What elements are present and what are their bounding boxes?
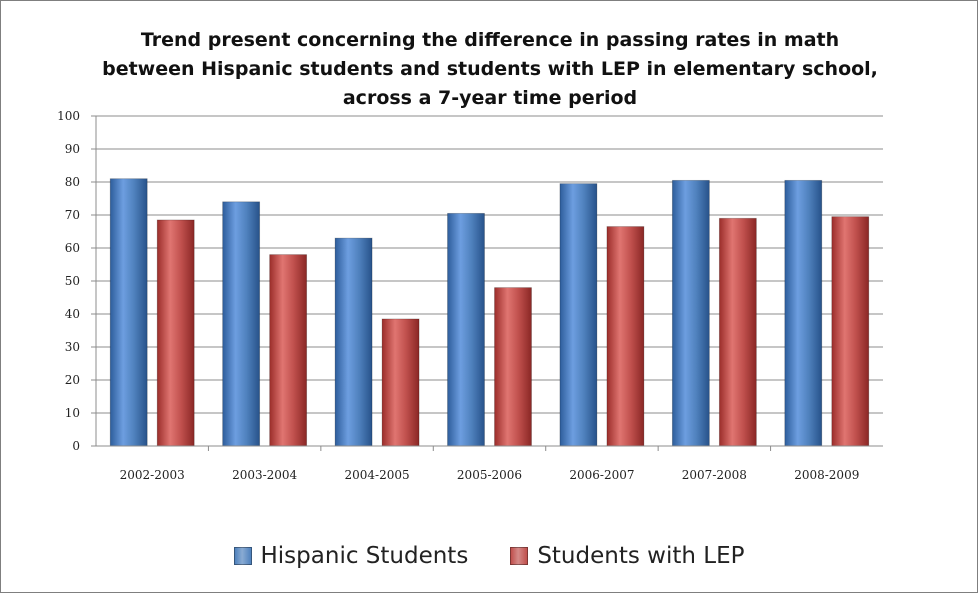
y-tick-label: 50 — [65, 274, 80, 288]
legend-swatch-hispanic — [233, 547, 252, 565]
legend-swatch-lep — [510, 547, 529, 565]
bar-hispanic-students-2004-2005 — [334, 237, 373, 447]
legend-label-lep: Students with LEP — [537, 543, 745, 569]
x-tick-label: 2004-2005 — [345, 468, 410, 482]
y-tick-label: 100 — [57, 109, 80, 123]
y-tick-label: 80 — [65, 175, 80, 189]
x-tick-label: 2006-2007 — [569, 468, 634, 482]
y-tick-label: 0 — [72, 439, 80, 453]
bar-students-with-lep-2004-2005 — [381, 318, 420, 447]
y-tick-label: 30 — [65, 340, 80, 354]
bar-students-with-lep-2005-2006 — [494, 287, 532, 447]
legend-item-lep: Students with LEP — [510, 543, 744, 569]
y-tick-label: 70 — [65, 208, 80, 222]
x-tick-label: 2005-2006 — [457, 468, 522, 482]
chart-title: Trend present concerning the difference … — [102, 29, 878, 109]
bar-students-with-lep-2006-2007 — [606, 226, 645, 447]
bar-hispanic-students-2002-2003 — [109, 178, 148, 447]
x-tick-label: 2003-2004 — [232, 468, 297, 482]
bar-hispanic-students-2007-2008 — [671, 179, 710, 447]
y-tick-label: 60 — [65, 241, 80, 255]
bar-students-with-lep-2002-2003 — [156, 219, 195, 447]
bar-hispanic-students-2008-2009 — [784, 179, 823, 447]
bar-hispanic-students-2006-2007 — [559, 183, 598, 447]
bar-hispanic-students-2005-2006 — [447, 212, 485, 447]
x-tick-label: 2007-2008 — [682, 468, 747, 482]
x-tick-label: 2002-2003 — [120, 468, 185, 482]
y-tick-label: 40 — [65, 307, 80, 321]
bar-students-with-lep-2003-2004 — [269, 254, 308, 447]
legend-label-hispanic: Hispanic Students — [260, 543, 469, 569]
bar-hispanic-students-2003-2004 — [222, 201, 261, 447]
bar-students-with-lep-2008-2009 — [831, 216, 870, 447]
bar-students-with-lep-2007-2008 — [718, 217, 757, 447]
x-tick-label: 2008-2009 — [794, 468, 859, 482]
legend-item-hispanic: Hispanic Students — [233, 543, 469, 569]
y-tick-label: 20 — [65, 373, 80, 387]
y-tick-label: 90 — [65, 142, 80, 156]
legend: Hispanic Students Students with LEP — [0, 539, 978, 573]
y-tick-label: 10 — [65, 406, 80, 420]
